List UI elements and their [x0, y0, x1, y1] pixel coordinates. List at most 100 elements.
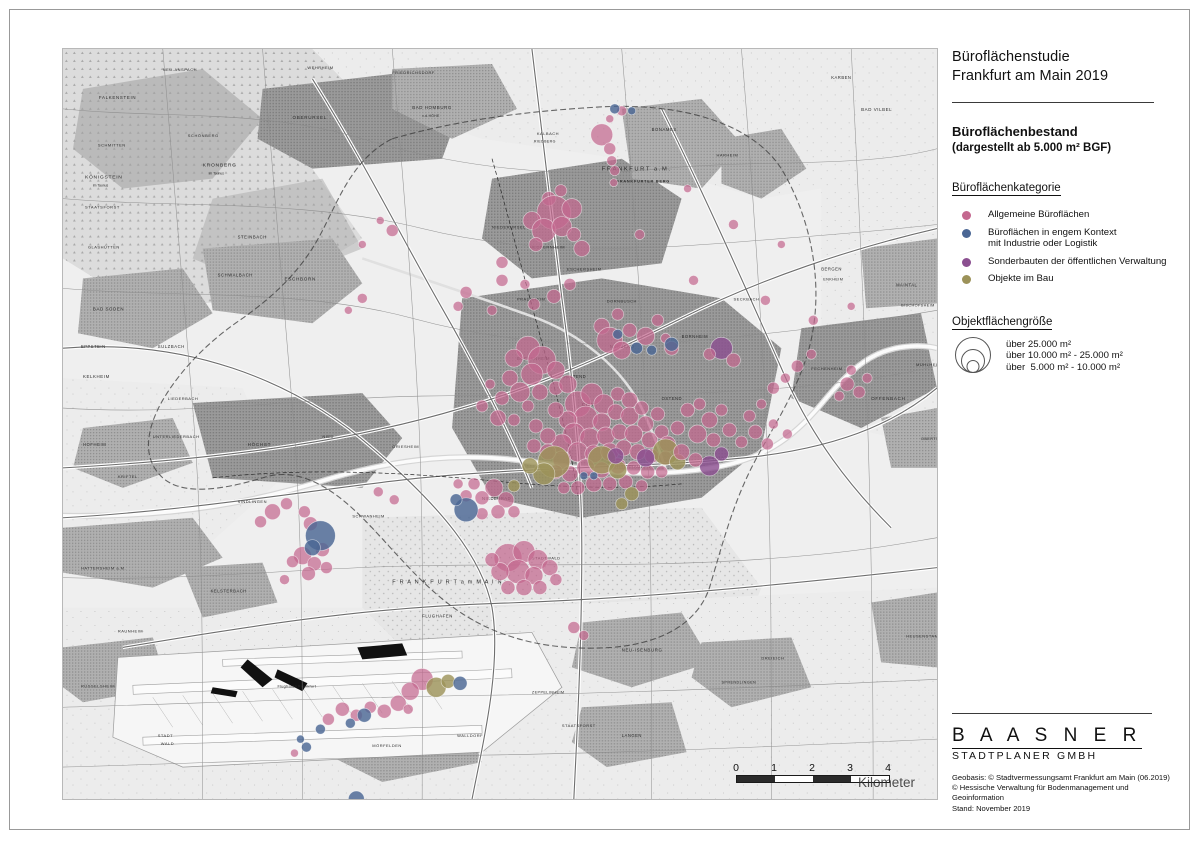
map-object-circle[interactable] [490, 504, 506, 520]
map-object-circle[interactable] [703, 347, 716, 361]
map-object-circle[interactable] [839, 376, 855, 392]
map-object-circle[interactable] [301, 741, 312, 753]
map-object-circle[interactable] [767, 381, 780, 395]
map-object-circle[interactable] [531, 383, 549, 401]
map-object-circle[interactable] [618, 474, 634, 490]
map-object-circle[interactable] [296, 734, 305, 744]
map-object-circle[interactable] [805, 348, 817, 360]
map-object-circle[interactable] [756, 398, 767, 410]
map-object-circle[interactable] [459, 286, 473, 299]
map-object-circle[interactable] [579, 471, 589, 481]
map-object-circle[interactable] [507, 413, 521, 427]
map-object-circle[interactable] [546, 289, 562, 304]
map-object-circle[interactable] [520, 362, 544, 386]
map-object-circle[interactable] [549, 573, 563, 586]
map-object-circle[interactable] [475, 399, 489, 413]
map-object-circle[interactable] [509, 381, 531, 403]
map-object-circle[interactable] [715, 403, 728, 417]
map-object-circle[interactable] [495, 256, 509, 269]
map-object-circle[interactable] [264, 503, 281, 521]
map-object-circle[interactable] [484, 552, 500, 567]
map-object-circle[interactable] [335, 701, 350, 717]
map-object-circle[interactable] [376, 703, 392, 719]
map-object-circle[interactable] [489, 409, 507, 427]
map-object-circle[interactable] [768, 418, 779, 430]
map-object-circle[interactable] [605, 114, 615, 124]
map-object-circle[interactable] [602, 476, 618, 492]
map-object-circle[interactable] [637, 415, 654, 433]
map-object-circle[interactable] [449, 493, 463, 507]
map-object-circle[interactable] [641, 431, 658, 449]
map-object-circle[interactable] [609, 165, 621, 177]
map-object-circle[interactable] [521, 399, 535, 413]
map-object-circle[interactable] [356, 292, 368, 304]
map-object-circle[interactable] [494, 390, 510, 406]
map-object-circle[interactable] [627, 106, 637, 116]
map-object-circle[interactable] [846, 301, 856, 311]
map-object-circle[interactable] [501, 369, 519, 387]
map-object-circle[interactable] [315, 723, 326, 735]
map-object-circle[interactable] [630, 341, 644, 355]
map-object-circle[interactable] [655, 465, 668, 479]
map-object-circle[interactable] [527, 297, 541, 311]
map-object-circle[interactable] [320, 561, 333, 574]
map-object-circle[interactable] [622, 322, 638, 338]
map-canvas[interactable]: FALKENSTEIN KÖNIGSTEIN im Taunus STAATSFORS… [63, 49, 937, 799]
map-object-circle[interactable] [539, 427, 557, 445]
map-object-circle[interactable] [852, 385, 866, 399]
map-data-circles[interactable] [254, 103, 873, 799]
map-object-circle[interactable] [688, 424, 707, 444]
map-object-circle[interactable] [528, 237, 544, 252]
map-object-circle[interactable] [790, 359, 804, 373]
map-object-circle[interactable] [748, 424, 763, 440]
map-object-circle[interactable] [683, 184, 692, 193]
map-object-circle[interactable] [490, 562, 510, 581]
map-object-circle[interactable] [612, 340, 632, 360]
map-object-circle[interactable] [693, 397, 706, 411]
map-object-circle[interactable] [486, 304, 498, 316]
map-object-circle[interactable] [304, 539, 321, 556]
map-object-circle[interactable] [782, 428, 793, 440]
map-object-circle[interactable] [546, 360, 566, 380]
map-object-circle[interactable] [521, 457, 539, 475]
map-object-circle[interactable] [650, 406, 665, 422]
map-object-circle[interactable] [590, 123, 614, 147]
map-object-circle[interactable] [519, 279, 531, 290]
map-object-circle[interactable] [322, 712, 335, 726]
map-object-circle[interactable] [385, 224, 399, 237]
map-object-circle[interactable] [484, 478, 504, 498]
map-object-circle[interactable] [357, 240, 367, 249]
map-object-circle[interactable] [507, 505, 521, 519]
map-object-circle[interactable] [651, 313, 664, 327]
map-object-circle[interactable] [440, 673, 456, 689]
map-object-circle[interactable] [372, 486, 384, 498]
map-object-circle[interactable] [609, 103, 621, 115]
map-object-circle[interactable] [728, 219, 739, 230]
map-object-circle[interactable] [664, 336, 679, 352]
map-panel[interactable]: FALKENSTEIN KÖNIGSTEIN im Taunus STAATSFORS… [62, 48, 938, 800]
map-object-circle[interactable] [554, 184, 568, 197]
map-object-circle[interactable] [563, 278, 577, 291]
map-object-circle[interactable] [551, 216, 573, 237]
map-object-circle[interactable] [603, 142, 617, 156]
map-object-circle[interactable] [833, 390, 845, 402]
map-object-circle[interactable] [634, 400, 650, 416]
map-object-circle[interactable] [611, 307, 625, 321]
map-object-circle[interactable] [701, 411, 718, 429]
map-object-circle[interactable] [688, 452, 703, 468]
map-object-circle[interactable] [452, 478, 464, 490]
map-object-circle[interactable] [567, 621, 581, 634]
legend-item[interactable]: Sonderbauten der öffentlichen Verwaltung [952, 256, 1180, 268]
map-object-circle[interactable] [735, 435, 748, 449]
map-object-circle[interactable] [541, 559, 559, 576]
map-object-circle[interactable] [680, 402, 695, 418]
map-object-circle[interactable] [573, 240, 591, 257]
map-object-circle[interactable] [280, 497, 293, 511]
legend-item[interactable]: Allgemeine Büroflächen [952, 209, 1180, 221]
legend-item[interactable]: Objekte im Bau [952, 273, 1180, 285]
map-object-circle[interactable] [615, 497, 629, 511]
map-object-circle[interactable] [389, 694, 407, 712]
map-object-circle[interactable] [298, 505, 311, 519]
map-object-circle[interactable] [375, 216, 385, 225]
map-object-circle[interactable] [807, 314, 819, 326]
